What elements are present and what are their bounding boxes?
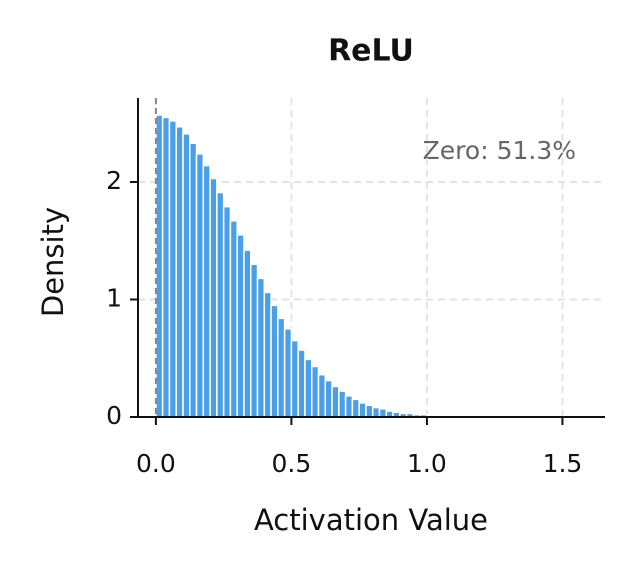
bar xyxy=(297,349,306,418)
y-axis-label: Density xyxy=(36,207,70,317)
bar xyxy=(283,328,293,418)
bar xyxy=(195,153,205,418)
bar xyxy=(344,395,354,418)
bar xyxy=(365,404,374,418)
bar xyxy=(331,385,340,418)
x-tick-label: 1.5 xyxy=(543,449,583,478)
bar xyxy=(229,220,238,418)
bar xyxy=(216,191,225,418)
x-tick-label: 0.0 xyxy=(136,449,176,478)
annotation: Zero: 51.3% xyxy=(423,136,576,165)
bar xyxy=(222,205,232,418)
bar xyxy=(243,249,252,418)
bar xyxy=(161,116,171,418)
bar xyxy=(270,304,279,418)
bar xyxy=(236,234,245,418)
x-tick-label: 1.0 xyxy=(407,449,447,478)
bar xyxy=(168,120,177,418)
bar xyxy=(304,358,313,418)
y-tick-label: 0 xyxy=(106,401,122,430)
bar xyxy=(324,379,333,418)
bar xyxy=(155,114,164,418)
bar xyxy=(351,398,360,418)
bar xyxy=(263,291,272,418)
bar xyxy=(202,164,211,418)
bar xyxy=(175,126,184,418)
bar xyxy=(182,133,191,418)
bar xyxy=(310,365,320,418)
x-axis-label: Activation Value xyxy=(254,503,488,537)
y-tick-label: 2 xyxy=(106,166,122,195)
bar xyxy=(290,339,299,418)
chart-title: ReLU xyxy=(328,34,414,69)
bar xyxy=(378,408,388,418)
bar xyxy=(371,406,381,418)
bar xyxy=(256,277,266,418)
bar xyxy=(209,177,218,418)
bar xyxy=(317,373,327,418)
y-tick-label: 1 xyxy=(106,284,122,313)
bar xyxy=(250,263,259,418)
bar xyxy=(277,317,286,418)
bar xyxy=(189,142,198,418)
x-tick-label: 0.5 xyxy=(272,449,312,478)
bar xyxy=(338,390,347,418)
bar xyxy=(358,402,367,418)
